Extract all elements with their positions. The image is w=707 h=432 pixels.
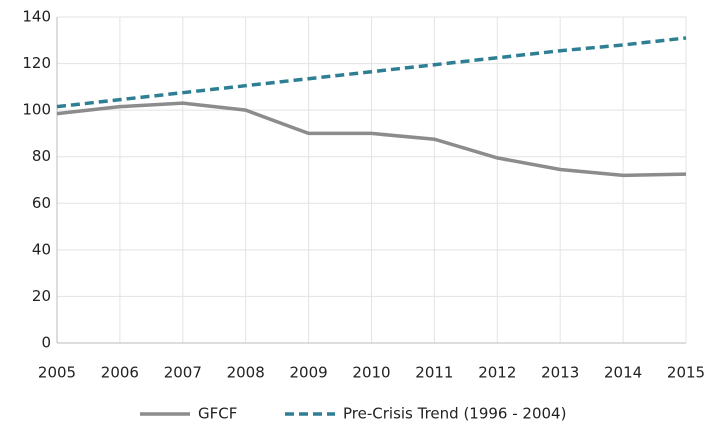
y-tick-label: 20 xyxy=(32,287,51,305)
y-tick-label: 120 xyxy=(22,54,51,72)
x-tick-label: 2007 xyxy=(164,364,202,382)
x-tick-label: 2011 xyxy=(415,364,453,382)
legend-label: Pre-Crisis Trend (1996 - 2004) xyxy=(343,405,566,423)
y-tick-label: 40 xyxy=(32,240,51,258)
y-tick-label: 140 xyxy=(22,8,51,26)
data-line xyxy=(56,101,687,178)
legend-label: GFCF xyxy=(198,405,237,423)
x-tick-label: 2015 xyxy=(667,364,705,382)
x-tick-label: 2010 xyxy=(352,364,390,382)
x-tick-label: 2014 xyxy=(604,364,642,382)
y-tick-label: 0 xyxy=(41,334,51,352)
x-tick-label: 2006 xyxy=(101,364,139,382)
x-tick-label: 2009 xyxy=(290,364,328,382)
x-tick-label: 2013 xyxy=(541,364,579,382)
x-tick-label: 2008 xyxy=(227,364,265,382)
data-line xyxy=(56,36,687,109)
y-tick-label: 60 xyxy=(32,194,51,212)
x-tick-label: 2012 xyxy=(478,364,516,382)
x-tick-label: 2005 xyxy=(38,364,76,382)
y-tick-label: 100 xyxy=(22,101,51,119)
y-tick-label: 80 xyxy=(32,147,51,165)
